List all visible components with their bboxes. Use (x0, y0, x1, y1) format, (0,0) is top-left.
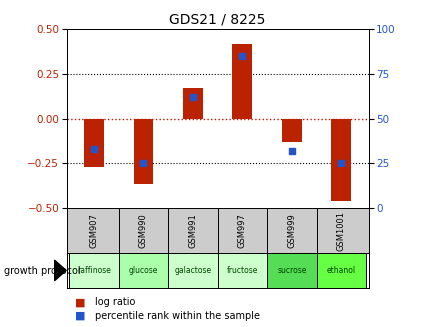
Text: ■: ■ (75, 311, 86, 320)
Bar (133, 119, 153, 184)
Text: GSM1001: GSM1001 (336, 211, 345, 250)
Text: ■: ■ (75, 298, 86, 307)
Text: GSM999: GSM999 (287, 213, 296, 248)
Bar (232, 44, 252, 119)
Text: GSM991: GSM991 (188, 213, 197, 248)
Text: ethanol: ethanol (326, 266, 355, 275)
Bar (316, 253, 365, 288)
Text: glucose: glucose (129, 266, 158, 275)
Polygon shape (54, 260, 66, 281)
Bar (69, 253, 118, 288)
Text: raffinose: raffinose (77, 266, 111, 275)
Text: GSM997: GSM997 (237, 213, 246, 248)
Text: log ratio: log ratio (95, 298, 135, 307)
Text: growth protocol: growth protocol (4, 266, 81, 276)
Bar (267, 253, 316, 288)
Text: percentile rank within the sample: percentile rank within the sample (95, 311, 259, 320)
Bar (217, 253, 267, 288)
Bar (331, 119, 350, 200)
Text: GSM990: GSM990 (138, 213, 147, 248)
Bar (84, 119, 104, 167)
Text: galactose: galactose (174, 266, 211, 275)
Text: sucrose: sucrose (276, 266, 306, 275)
Title: GDS21 / 8225: GDS21 / 8225 (169, 13, 265, 27)
Bar (118, 253, 168, 288)
Text: GSM907: GSM907 (89, 213, 98, 248)
Bar (281, 119, 301, 142)
Bar (168, 253, 217, 288)
Bar (183, 88, 203, 119)
Text: fructose: fructose (226, 266, 258, 275)
